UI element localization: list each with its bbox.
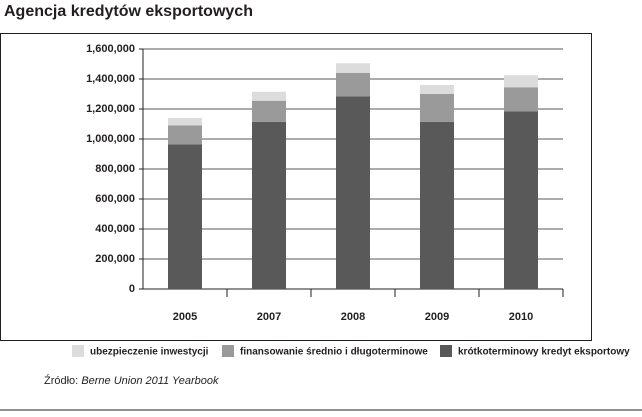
bar-segment (420, 85, 454, 94)
x-tick-label: 2009 (425, 311, 449, 323)
bar-segment (504, 75, 538, 88)
bar-segment (420, 94, 454, 122)
x-tick-label: 2007 (257, 311, 281, 323)
legend-swatch (72, 345, 84, 357)
y-tick-label: 1,200,000 (86, 103, 135, 115)
legend-swatch (222, 345, 234, 357)
x-tick-label: 2010 (509, 311, 533, 323)
source: Źródło: Berne Union 2011 Yearbook (44, 374, 219, 387)
bar-segment (336, 96, 370, 289)
x-tick-label: 2008 (341, 311, 365, 323)
y-tick-label: 1,000,000 (86, 133, 135, 145)
bar-segment (168, 118, 202, 126)
legend-label: finansowanie średnio i długoterminowe (240, 347, 428, 358)
bar-segment (252, 100, 286, 122)
bar-segment (504, 87, 538, 112)
y-tick-label: 400,000 (95, 223, 135, 235)
chart-title: Agencja kredytów eksportowych (4, 3, 253, 20)
y-tick-label: 0 (129, 283, 135, 295)
y-tick-label: 600,000 (95, 193, 135, 205)
bar-segment (336, 63, 370, 73)
bar-segment (420, 121, 454, 289)
source-label: Źródło: (44, 374, 78, 387)
y-tick-label: 1,600,000 (86, 43, 135, 55)
y-tick-label: 200,000 (95, 253, 135, 265)
bar-segment (252, 91, 286, 101)
legend-swatch (440, 345, 452, 357)
bar-segment (336, 73, 370, 97)
source-text: Berne Union 2011 Yearbook (81, 375, 219, 387)
legend-label: krótkoterminowy kredyt eksportowy (458, 347, 630, 358)
x-tick-label: 2005 (173, 311, 197, 323)
y-tick-label: 1,400,000 (86, 73, 135, 85)
legend-label: ubezpieczenie inwestycji (90, 347, 209, 358)
chart-frame (0, 33, 592, 341)
bar-segment (168, 144, 202, 289)
y-tick-label: 800,000 (95, 163, 135, 175)
bar-segment (504, 111, 538, 289)
bar-segment (252, 121, 286, 289)
bar-segment (168, 125, 202, 145)
